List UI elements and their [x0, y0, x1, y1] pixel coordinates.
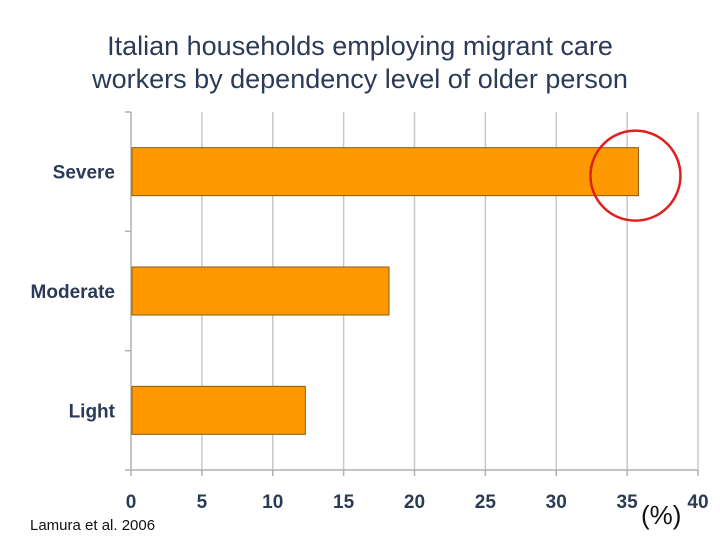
axes	[125, 111, 699, 476]
x-tick-label: 40	[687, 492, 708, 513]
category-label: Light	[69, 401, 116, 422]
bar-light	[131, 385, 306, 435]
x-tick-label: 35	[617, 492, 639, 513]
x-tick-label: 0	[126, 492, 137, 513]
x-tick-labels: 0 5 10 15 20 25 30 35 40	[126, 492, 709, 513]
x-tick-label: 10	[262, 492, 283, 513]
category-labels: Severe Moderate Light	[31, 163, 116, 423]
category-label: Moderate	[31, 282, 115, 303]
title-line-2: workers by dependency level of older per…	[92, 64, 628, 94]
x-tick-label: 5	[197, 492, 208, 513]
chart-title: Italian households employing migrant car…	[0, 30, 720, 96]
source-note: Lamura et al. 2006	[30, 517, 156, 534]
x-tick-label: 30	[546, 492, 567, 513]
bars	[131, 147, 639, 435]
title-line-1: Italian households employing migrant car…	[107, 31, 613, 61]
x-tick-label: 25	[475, 492, 497, 513]
highlight-circle	[589, 129, 682, 222]
category-label: Severe	[53, 163, 115, 184]
unit-label: (%)	[641, 500, 682, 530]
bar-severe	[131, 147, 639, 197]
bar-moderate	[131, 266, 390, 316]
x-tick-label: 15	[333, 492, 355, 513]
annotations	[589, 129, 682, 222]
x-tick-label: 20	[404, 492, 425, 513]
